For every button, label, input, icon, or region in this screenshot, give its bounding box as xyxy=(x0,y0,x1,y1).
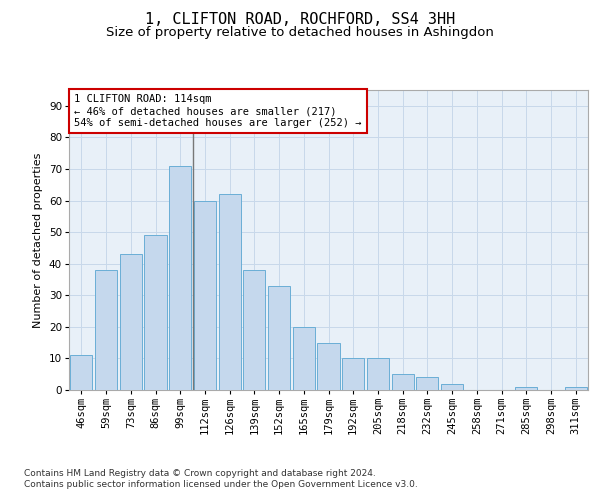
Bar xyxy=(367,358,389,390)
Bar xyxy=(441,384,463,390)
Bar xyxy=(145,236,167,390)
Bar xyxy=(515,387,538,390)
Bar xyxy=(95,270,117,390)
Bar xyxy=(565,387,587,390)
Text: 1 CLIFTON ROAD: 114sqm
← 46% of detached houses are smaller (217)
54% of semi-de: 1 CLIFTON ROAD: 114sqm ← 46% of detached… xyxy=(74,94,362,128)
Bar xyxy=(293,327,315,390)
Bar xyxy=(194,200,216,390)
Y-axis label: Number of detached properties: Number of detached properties xyxy=(34,152,43,328)
Bar xyxy=(317,342,340,390)
Bar xyxy=(169,166,191,390)
Text: Contains HM Land Registry data © Crown copyright and database right 2024.: Contains HM Land Registry data © Crown c… xyxy=(24,468,376,477)
Bar xyxy=(243,270,265,390)
Text: 1, CLIFTON ROAD, ROCHFORD, SS4 3HH: 1, CLIFTON ROAD, ROCHFORD, SS4 3HH xyxy=(145,12,455,28)
Bar xyxy=(416,378,439,390)
Text: Size of property relative to detached houses in Ashingdon: Size of property relative to detached ho… xyxy=(106,26,494,39)
Bar xyxy=(218,194,241,390)
Bar xyxy=(392,374,414,390)
Bar xyxy=(70,356,92,390)
Bar xyxy=(119,254,142,390)
Text: Contains public sector information licensed under the Open Government Licence v3: Contains public sector information licen… xyxy=(24,480,418,489)
Bar xyxy=(268,286,290,390)
Bar xyxy=(342,358,364,390)
